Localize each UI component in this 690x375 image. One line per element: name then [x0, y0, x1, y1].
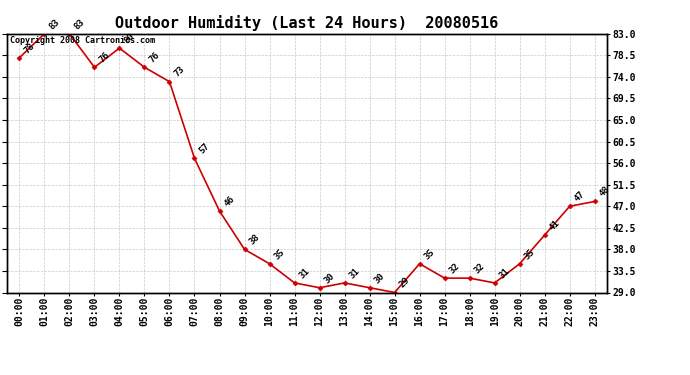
Text: 31: 31: [497, 266, 511, 280]
Text: 32: 32: [473, 261, 486, 275]
Text: 73: 73: [172, 65, 186, 79]
Text: 29: 29: [397, 276, 411, 290]
Text: 35: 35: [522, 247, 536, 261]
Text: 78: 78: [22, 41, 36, 55]
Text: 76: 76: [147, 51, 161, 64]
Text: 30: 30: [322, 271, 336, 285]
Text: 57: 57: [197, 142, 211, 156]
Text: 83: 83: [72, 17, 86, 31]
Text: 83: 83: [47, 17, 61, 31]
Text: Copyright 2008 Cartronics.com: Copyright 2008 Cartronics.com: [10, 36, 155, 45]
Text: 41: 41: [547, 218, 562, 232]
Text: 46: 46: [222, 194, 236, 208]
Text: 32: 32: [447, 261, 462, 275]
Text: 31: 31: [347, 266, 362, 280]
Title: Outdoor Humidity (Last 24 Hours)  20080516: Outdoor Humidity (Last 24 Hours) 2008051…: [115, 15, 499, 31]
Text: 30: 30: [373, 271, 386, 285]
Text: 38: 38: [247, 232, 262, 247]
Text: 47: 47: [573, 189, 586, 204]
Text: 35: 35: [422, 247, 436, 261]
Text: 80: 80: [122, 32, 136, 45]
Text: 76: 76: [97, 51, 111, 64]
Text: 48: 48: [598, 185, 611, 199]
Text: 35: 35: [273, 247, 286, 261]
Text: 31: 31: [297, 266, 311, 280]
